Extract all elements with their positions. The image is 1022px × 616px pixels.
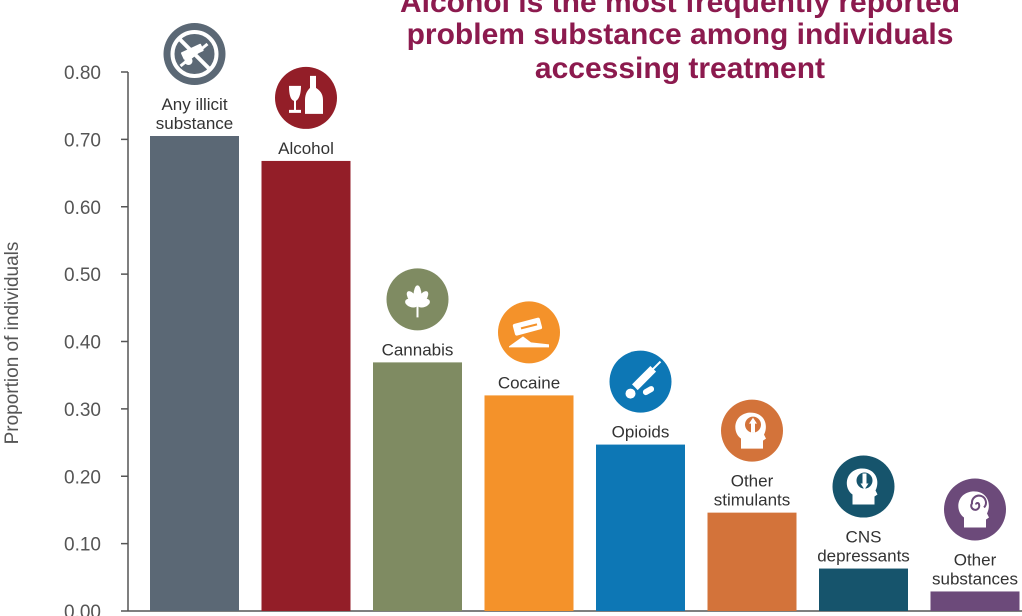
chart-title-line-2: problem substance among individuals	[406, 18, 954, 51]
bar-label: Any illicit	[161, 95, 227, 114]
bar-label: Other	[954, 550, 997, 569]
chart-title-line-1: Alcohol is the most frequently reported	[399, 0, 961, 19]
y-tick-label: 0.50	[64, 265, 101, 286]
bar-label: Cannabis	[382, 340, 454, 359]
razor-blade-powder-icon	[498, 301, 560, 364]
bar-label: stimulants	[714, 491, 791, 510]
y-tick-label: 0.10	[64, 535, 101, 556]
y-tick-label: 0.30	[64, 400, 101, 421]
chart-title-line-3: accessing treatment	[534, 52, 826, 85]
syringe-pills-icon	[609, 350, 672, 413]
y-tick-label: 0.40	[64, 333, 101, 354]
y-tick-label: 0.80	[64, 63, 101, 84]
bar-group: Cocaine	[484, 301, 574, 611]
bar-label: Cocaine	[498, 373, 560, 392]
y-axis: 0.00 0.10 0.20 0.30 0.40 0.50 0.60 0.70 0.80	[64, 63, 1022, 616]
head-brain-up-arrow-icon	[721, 399, 783, 462]
bar-group: Opioids	[596, 350, 685, 611]
bar-label: Alcohol	[278, 139, 334, 158]
bar	[484, 395, 574, 611]
no-drugs-icon	[163, 23, 226, 86]
bar-label: Opioids	[612, 423, 670, 442]
bar-label: substance	[156, 114, 234, 133]
bar-label: substances	[932, 569, 1018, 588]
bar	[707, 512, 797, 611]
bar	[930, 591, 1020, 611]
y-tick-label: 0.70	[64, 130, 101, 151]
bar-group: Alcohol	[261, 66, 351, 611]
bar-label: Other	[731, 472, 774, 491]
bar-label: depressants	[817, 547, 910, 566]
head-spiral-icon	[944, 478, 1006, 541]
bar	[150, 136, 239, 611]
wine-bottle-glass-icon	[275, 66, 337, 129]
head-brain-down-arrow-icon	[832, 455, 895, 518]
bar	[373, 362, 462, 611]
y-tick-label: 0.00	[64, 602, 101, 616]
bar-group: Cannabis	[373, 268, 462, 611]
y-tick-label: 0.20	[64, 467, 101, 488]
bar-label: CNS	[846, 528, 882, 547]
y-axis-label: Proportion of individuals	[2, 242, 23, 445]
cannabis-leaf-icon	[386, 268, 449, 331]
bar	[596, 444, 685, 611]
bar	[261, 160, 351, 611]
y-tick-label: 0.60	[64, 198, 101, 219]
bar	[819, 568, 908, 611]
